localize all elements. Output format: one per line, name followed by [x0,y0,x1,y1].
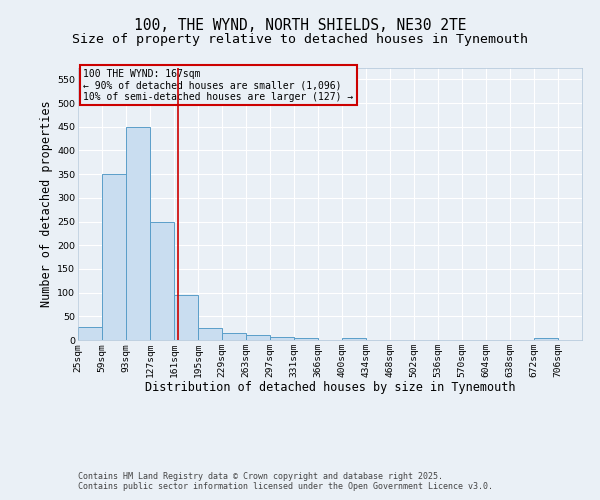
Bar [126,126,150,340]
Text: Contains HM Land Registry data © Crown copyright and database right 2025.: Contains HM Land Registry data © Crown c… [78,472,443,481]
Bar [293,338,317,340]
Text: Contains public sector information licensed under the Open Government Licence v3: Contains public sector information licen… [78,482,493,491]
Bar [102,174,126,340]
Bar [343,338,367,340]
Bar [270,337,293,340]
Text: 100 THE WYND: 167sqm
← 90% of detached houses are smaller (1,096)
10% of semi-de: 100 THE WYND: 167sqm ← 90% of detached h… [83,69,353,102]
Bar [246,336,270,340]
Bar [174,295,198,340]
Bar [78,326,102,340]
Bar [150,222,174,340]
Y-axis label: Number of detached properties: Number of detached properties [40,100,53,307]
Text: Size of property relative to detached houses in Tynemouth: Size of property relative to detached ho… [72,32,528,46]
Bar [198,328,222,340]
X-axis label: Distribution of detached houses by size in Tynemouth: Distribution of detached houses by size … [145,382,515,394]
Bar [534,338,558,340]
Bar [222,333,246,340]
Text: 100, THE WYND, NORTH SHIELDS, NE30 2TE: 100, THE WYND, NORTH SHIELDS, NE30 2TE [134,18,466,32]
